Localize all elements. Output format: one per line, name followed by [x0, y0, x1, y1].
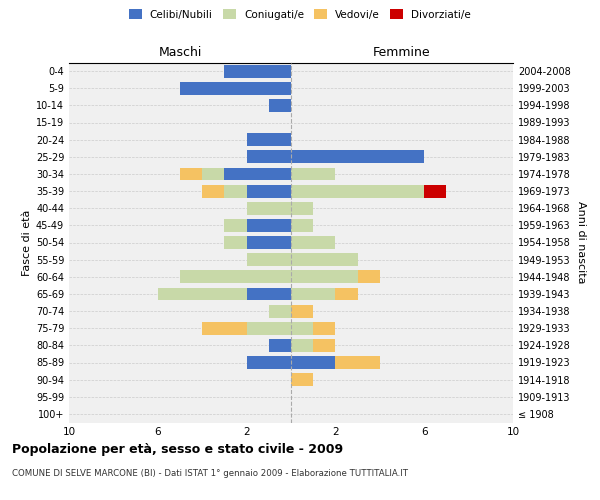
Bar: [202, 184, 224, 198]
Bar: [269, 304, 291, 318]
Bar: [247, 322, 291, 334]
Text: Popolazione per età, sesso e stato civile - 2009: Popolazione per età, sesso e stato civil…: [12, 442, 343, 456]
Bar: [291, 202, 313, 214]
Bar: [247, 253, 291, 266]
Y-axis label: Fasce di età: Fasce di età: [22, 210, 32, 276]
Bar: [269, 99, 291, 112]
Bar: [158, 288, 247, 300]
Bar: [424, 184, 446, 198]
Bar: [291, 168, 335, 180]
Bar: [313, 322, 335, 334]
Bar: [313, 339, 335, 352]
Bar: [291, 304, 313, 318]
Bar: [291, 288, 335, 300]
Bar: [291, 219, 313, 232]
Bar: [291, 339, 313, 352]
Bar: [247, 356, 291, 369]
Bar: [224, 168, 291, 180]
Bar: [358, 270, 380, 283]
Bar: [224, 64, 291, 78]
Bar: [291, 270, 358, 283]
Bar: [335, 288, 358, 300]
Bar: [247, 133, 291, 146]
Legend: Celibi/Nubili, Coniugati/e, Vedovi/e, Divorziati/e: Celibi/Nubili, Coniugati/e, Vedovi/e, Di…: [125, 5, 475, 24]
Bar: [202, 168, 224, 180]
Text: COMUNE DI SELVE MARCONE (BI) - Dati ISTAT 1° gennaio 2009 - Elaborazione TUTTITA: COMUNE DI SELVE MARCONE (BI) - Dati ISTA…: [12, 469, 408, 478]
Bar: [291, 373, 313, 386]
Bar: [269, 339, 291, 352]
Bar: [247, 184, 291, 198]
Bar: [291, 184, 424, 198]
Bar: [247, 150, 291, 163]
Bar: [180, 270, 291, 283]
Bar: [291, 236, 335, 249]
Bar: [224, 184, 247, 198]
Bar: [291, 253, 358, 266]
Bar: [202, 322, 247, 334]
Bar: [291, 150, 424, 163]
Bar: [224, 236, 247, 249]
Bar: [291, 322, 313, 334]
Y-axis label: Anni di nascita: Anni di nascita: [576, 201, 586, 284]
Bar: [180, 82, 291, 94]
Bar: [247, 288, 291, 300]
Bar: [247, 219, 291, 232]
Bar: [247, 202, 291, 214]
Bar: [247, 236, 291, 249]
Text: Femmine: Femmine: [373, 46, 431, 59]
Bar: [335, 356, 380, 369]
Text: Maschi: Maschi: [158, 46, 202, 59]
Bar: [291, 356, 335, 369]
Bar: [180, 168, 202, 180]
Bar: [224, 219, 247, 232]
